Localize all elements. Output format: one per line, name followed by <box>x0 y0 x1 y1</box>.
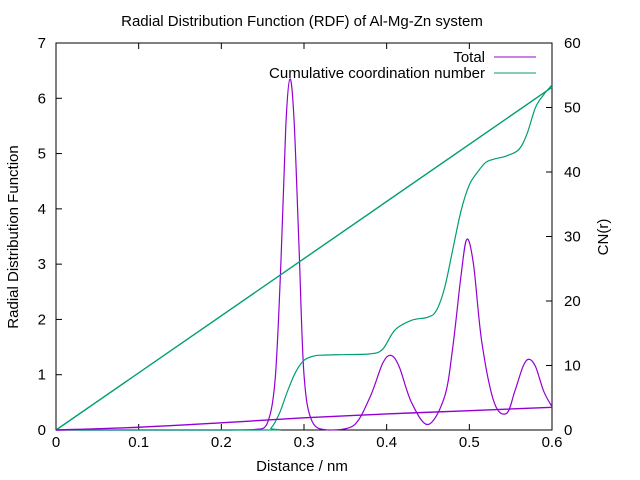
x-axis-ticks: 0 0.1 0.2 0.3 0.4 0.5 0.6 <box>52 43 563 451</box>
y-tick-label: 6 <box>38 90 46 107</box>
series-reference-line <box>55 86 553 431</box>
y2-tick-label: 0 <box>564 422 572 439</box>
y-tick-label: 1 <box>38 367 46 384</box>
y-tick-label: 5 <box>38 146 46 163</box>
y2-axis-title: CN(r) <box>595 219 612 256</box>
x-tick-label: 0.4 <box>376 434 397 451</box>
series-cumulative-cn <box>56 84 553 431</box>
y2-tick-label: 50 <box>564 100 581 117</box>
y2-tick-label: 10 <box>564 358 581 375</box>
x-tick-label: 0.3 <box>294 434 315 451</box>
y2-tick-label: 20 <box>564 293 581 310</box>
y-tick-label: 3 <box>38 256 46 273</box>
x-tick-label: 0.1 <box>128 434 149 451</box>
series-layer <box>55 78 553 431</box>
y2-tick-label: 60 <box>564 35 581 52</box>
y-tick-label: 0 <box>38 422 46 439</box>
series-baseline <box>55 406 553 431</box>
chart-title: Radial Distribution Function (RDF) of Al… <box>121 13 483 30</box>
x-tick-label: 0.5 <box>459 434 480 451</box>
x-tick-label: 0.2 <box>211 434 232 451</box>
y2-axis-ticks: 0 10 20 30 40 50 60 <box>546 35 581 439</box>
legend-label-cn: Cumulative coordination number <box>269 65 485 82</box>
y-tick-label: 4 <box>38 201 46 218</box>
legend: Total Cumulative coordination number <box>269 49 536 82</box>
legend-label-total: Total <box>453 49 485 66</box>
y-axis-ticks: 0 1 2 3 4 5 6 7 <box>38 35 62 439</box>
series-total-rdf <box>56 78 553 431</box>
x-tick-label: 0.6 <box>542 434 563 451</box>
y2-tick-label: 30 <box>564 229 581 246</box>
y-tick-label: 2 <box>38 311 46 328</box>
x-axis-title: Distance / nm <box>256 458 348 475</box>
y-axis-title: Radial Distribution Function <box>5 145 22 328</box>
y-tick-label: 7 <box>38 35 46 52</box>
x-tick-label: 0 <box>52 434 60 451</box>
y2-tick-label: 40 <box>564 164 581 181</box>
